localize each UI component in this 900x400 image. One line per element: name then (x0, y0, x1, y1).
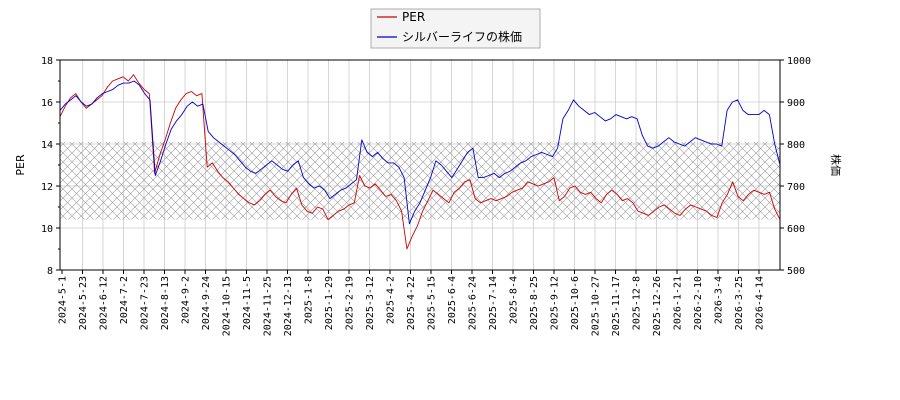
right-tick-label: 900 (787, 98, 805, 109)
x-tick-label: 2025-1-29 (324, 276, 335, 330)
right-axis-title: 株価 (829, 154, 843, 176)
x-tick-label: 2025-7-14 (488, 276, 499, 330)
x-tick-label: 2026-4-14 (755, 276, 766, 330)
x-tick-label: 2025-5-15 (427, 276, 438, 330)
left-axis-title: PER (14, 154, 27, 176)
left-tick-label: 12 (41, 182, 53, 193)
x-tick-label: 2026-3-4 (714, 276, 725, 324)
x-tick-label: 2025-3-12 (365, 276, 376, 330)
left-tick-label: 18 (41, 56, 53, 67)
x-tick-label: 2026-2-10 (693, 276, 704, 330)
x-tick-label: 2024-5-1 (58, 276, 69, 324)
x-tick-label: 2025-4-2 (386, 276, 397, 324)
x-tick-label: 2024-11-25 (263, 276, 274, 336)
x-tick-label: 2024-9-24 (201, 276, 212, 330)
x-tick-label: 2025-6-24 (468, 276, 479, 330)
per-range-band (60, 141, 780, 220)
x-tick-label: 2025-11-17 (611, 276, 622, 336)
series-lines (60, 74, 780, 250)
x-tick-label: 2026-1-21 (673, 276, 684, 330)
x-tick-label: 2024-12-13 (283, 276, 294, 336)
legend-label-per: PER (402, 10, 425, 24)
legend-label-price: シルバーライフの株価 (402, 29, 522, 44)
left-tick-label: 14 (41, 140, 53, 151)
x-tick-label: 2025-8-25 (529, 276, 540, 330)
right-axis-ticks: 500 600 700 800 900 1000 (780, 56, 811, 277)
stock-price-series-line (60, 80, 780, 225)
per-series-line (60, 74, 780, 250)
left-tick-label: 8 (47, 266, 53, 277)
x-tick-label: 2025-8-4 (509, 276, 520, 324)
x-tick-label: 2025-9-12 (550, 276, 561, 330)
x-tick-label: 2025-10-27 (591, 276, 602, 336)
x-axis-ticks: 2024-5-1 2024-5-23 2024-6-12 2024-7-2 2024-7… (58, 270, 766, 336)
right-tick-label: 800 (787, 140, 805, 151)
right-tick-label: 700 (787, 182, 805, 193)
left-tick-label: 16 (41, 98, 53, 109)
x-tick-label: 2024-7-2 (119, 276, 130, 324)
x-tick-label: 2025-4-22 (406, 276, 417, 330)
right-tick-label: 1000 (787, 56, 811, 67)
x-tick-label: 2025-6-4 (447, 276, 458, 324)
x-tick-label: 2024-5-23 (78, 276, 89, 330)
left-axis-ticks: 8 10 12 14 16 18 (41, 56, 60, 277)
legend-box (370, 8, 541, 49)
x-tick-label: 2024-6-12 (99, 276, 110, 330)
x-tick-label: 2025-2-19 (345, 276, 356, 330)
left-tick-label: 10 (41, 224, 53, 235)
right-tick-label: 500 (787, 266, 805, 277)
x-tick-label: 2025-1-8 (304, 276, 315, 324)
x-tick-label: 2024-10-15 (222, 276, 233, 336)
x-tick-label: 2025-12-8 (632, 276, 643, 330)
x-tick-label: 2026-3-25 (734, 276, 745, 330)
x-tick-label: 2024-11-5 (242, 276, 253, 330)
x-tick-label: 2024-8-13 (160, 276, 171, 330)
x-tick-label: 2025-12-26 (652, 276, 663, 336)
x-tick-label: 2025-10-6 (570, 276, 581, 330)
right-tick-label: 600 (787, 224, 805, 235)
x-tick-label: 2024-7-23 (140, 276, 151, 330)
legend: PER シルバーライフの株価 (370, 8, 541, 49)
x-tick-label: 2024-9-2 (181, 276, 192, 324)
